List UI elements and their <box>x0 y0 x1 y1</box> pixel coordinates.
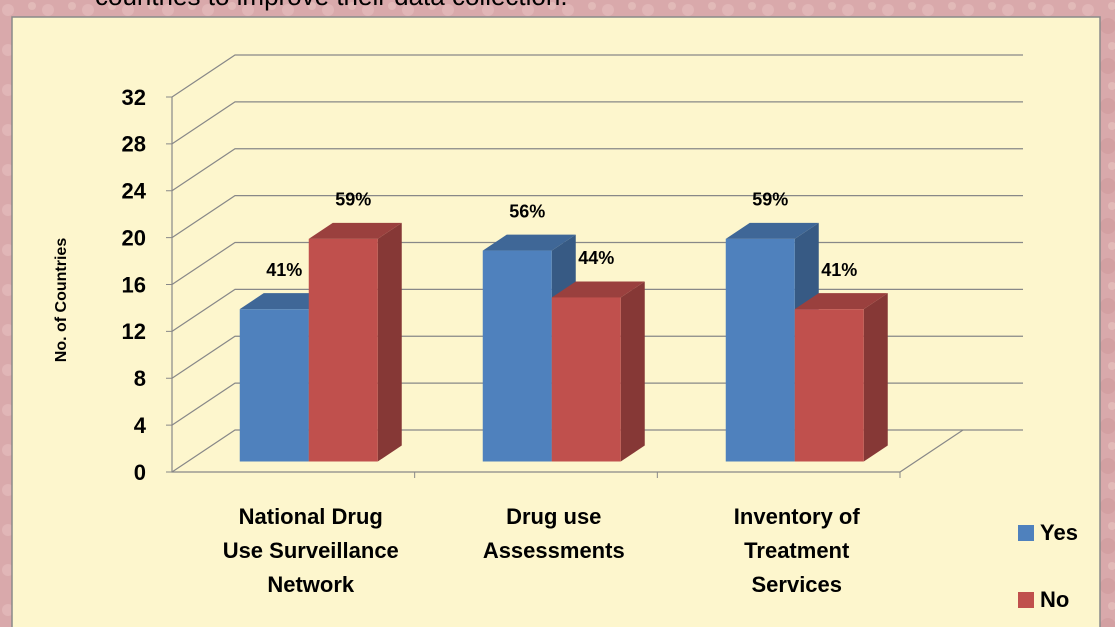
y-tick-label: 0 <box>134 460 146 485</box>
y-tick-label: 32 <box>122 85 146 110</box>
bar <box>308 238 378 462</box>
y-tick-label: 12 <box>122 319 146 344</box>
legend-swatch <box>1018 592 1034 608</box>
caption: countries to improve their data collecti… <box>95 0 568 11</box>
grid-line <box>171 195 1023 239</box>
x-tick-label-line: Treatment <box>744 538 850 563</box>
bar-side <box>377 222 402 462</box>
data-label: 59% <box>752 190 788 210</box>
y-tick-label: 24 <box>122 179 147 204</box>
x-tick-label: Drug use Assessments <box>483 504 625 563</box>
data-label: 56% <box>509 201 545 221</box>
legend-label: Yes <box>1040 520 1078 545</box>
grid-line <box>171 101 1023 145</box>
bar-top <box>482 234 576 251</box>
x-tick-label-line: Inventory of <box>734 504 861 529</box>
x-tick-label: National Drug Use Surveillance Network <box>223 504 399 597</box>
bar <box>551 297 621 462</box>
bar <box>482 250 552 462</box>
x-tick-label-line: Drug use <box>506 504 601 529</box>
bar <box>725 238 795 462</box>
y-tick-label: 20 <box>122 225 146 250</box>
bar-top <box>725 222 819 239</box>
bar <box>239 309 309 462</box>
y-tick-label: 8 <box>134 366 146 391</box>
y-axis-label: No. of Countries <box>53 238 70 363</box>
x-tick-label: Inventory of Treatment Services <box>734 504 861 597</box>
y-tick-label: 4 <box>134 413 147 438</box>
bar-side <box>620 281 645 462</box>
grid-line <box>171 54 1023 98</box>
bar-side <box>863 293 888 462</box>
x-tick-label-line: National Drug <box>239 504 383 529</box>
data-label: 59% <box>335 190 371 210</box>
x-tick-label-line: Services <box>751 572 842 597</box>
legend-label: No <box>1040 587 1069 612</box>
grid-line <box>171 148 1023 192</box>
bar-top <box>794 293 888 310</box>
legend-swatch <box>1018 525 1034 541</box>
data-label: 41% <box>266 260 302 280</box>
bar-top <box>308 222 402 239</box>
bar <box>794 309 864 462</box>
x-tick-label-line: Use Surveillance <box>223 538 399 563</box>
x-tick-label-line: Assessments <box>483 538 625 563</box>
data-label: 44% <box>578 248 614 268</box>
bar-top <box>551 281 645 298</box>
y-tick-label: 28 <box>122 132 146 157</box>
data-label: 41% <box>821 260 857 280</box>
x-tick-label-line: Network <box>267 572 355 597</box>
y-tick-label: 16 <box>122 272 146 297</box>
